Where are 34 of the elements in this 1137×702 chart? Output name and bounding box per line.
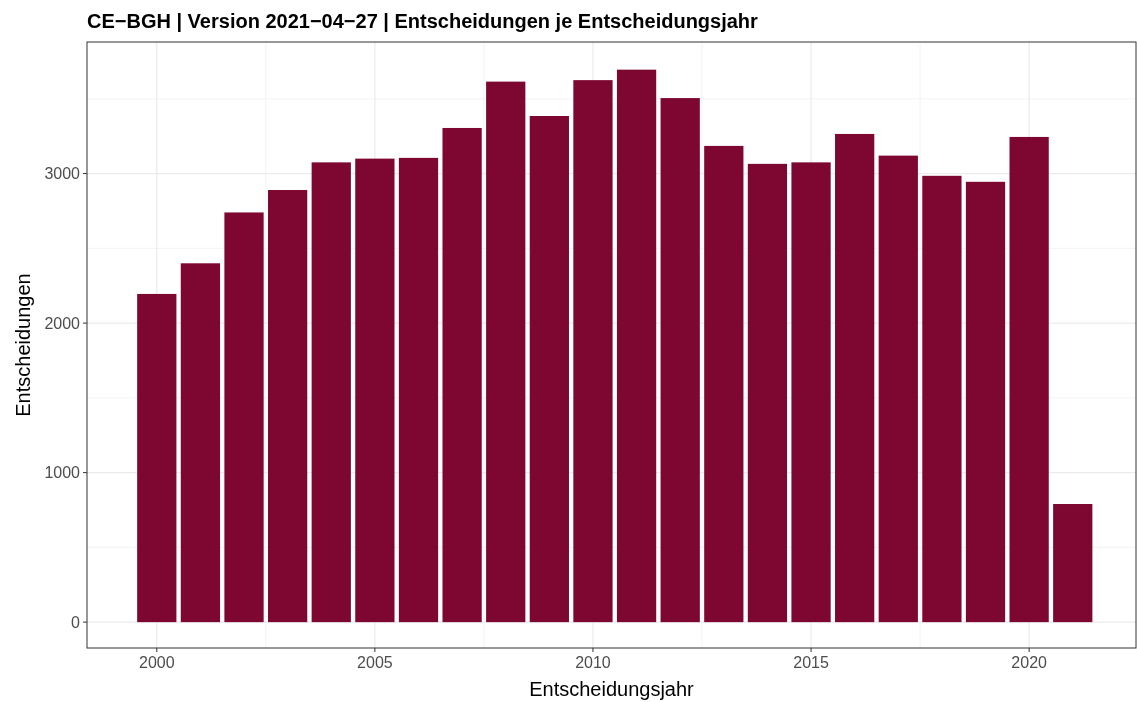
bar [442, 127, 482, 623]
bar [965, 181, 1006, 623]
bar [878, 155, 918, 623]
bar [224, 212, 264, 623]
x-tick-label: 2010 [575, 654, 611, 671]
x-axis-title: Entscheidungsjahr [529, 678, 695, 700]
chart-title: CE−BGH | Version 2021−04−27 | Entscheidungen je Entscheidungsjahr [87, 10, 759, 32]
bar [660, 98, 700, 623]
bar [268, 190, 308, 623]
bar [573, 80, 613, 623]
bar [1009, 136, 1049, 623]
y-tick-label: 2000 [44, 314, 81, 332]
bar [486, 81, 526, 623]
bar [791, 162, 831, 623]
bar [311, 162, 351, 623]
bar [355, 158, 395, 623]
bar [747, 163, 788, 623]
bar [529, 116, 569, 623]
bar [922, 175, 962, 623]
bar [835, 133, 875, 623]
bar [704, 145, 744, 623]
x-tick-label: 2000 [138, 654, 175, 671]
bar [616, 69, 657, 623]
x-tick-label: 2015 [793, 654, 829, 671]
y-tick-label: 3000 [44, 165, 81, 183]
bar [1053, 504, 1093, 623]
x-tick-label: 2005 [357, 654, 393, 671]
x-tick-label: 2020 [1011, 654, 1048, 671]
y-axis-title: Entscheidungen [12, 273, 34, 417]
bar [180, 263, 221, 623]
bar [398, 157, 439, 623]
y-tick-label: 0 [71, 613, 81, 631]
y-tick-label: 1000 [44, 464, 81, 482]
bar [137, 293, 177, 623]
